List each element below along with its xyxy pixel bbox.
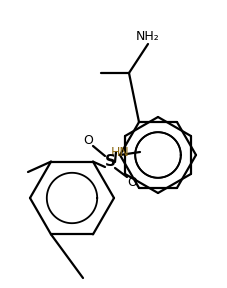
Text: O: O [127, 177, 137, 190]
Text: O: O [83, 134, 93, 147]
Text: NH₂: NH₂ [136, 29, 160, 43]
Text: HN: HN [111, 145, 130, 158]
Text: S: S [104, 154, 116, 170]
